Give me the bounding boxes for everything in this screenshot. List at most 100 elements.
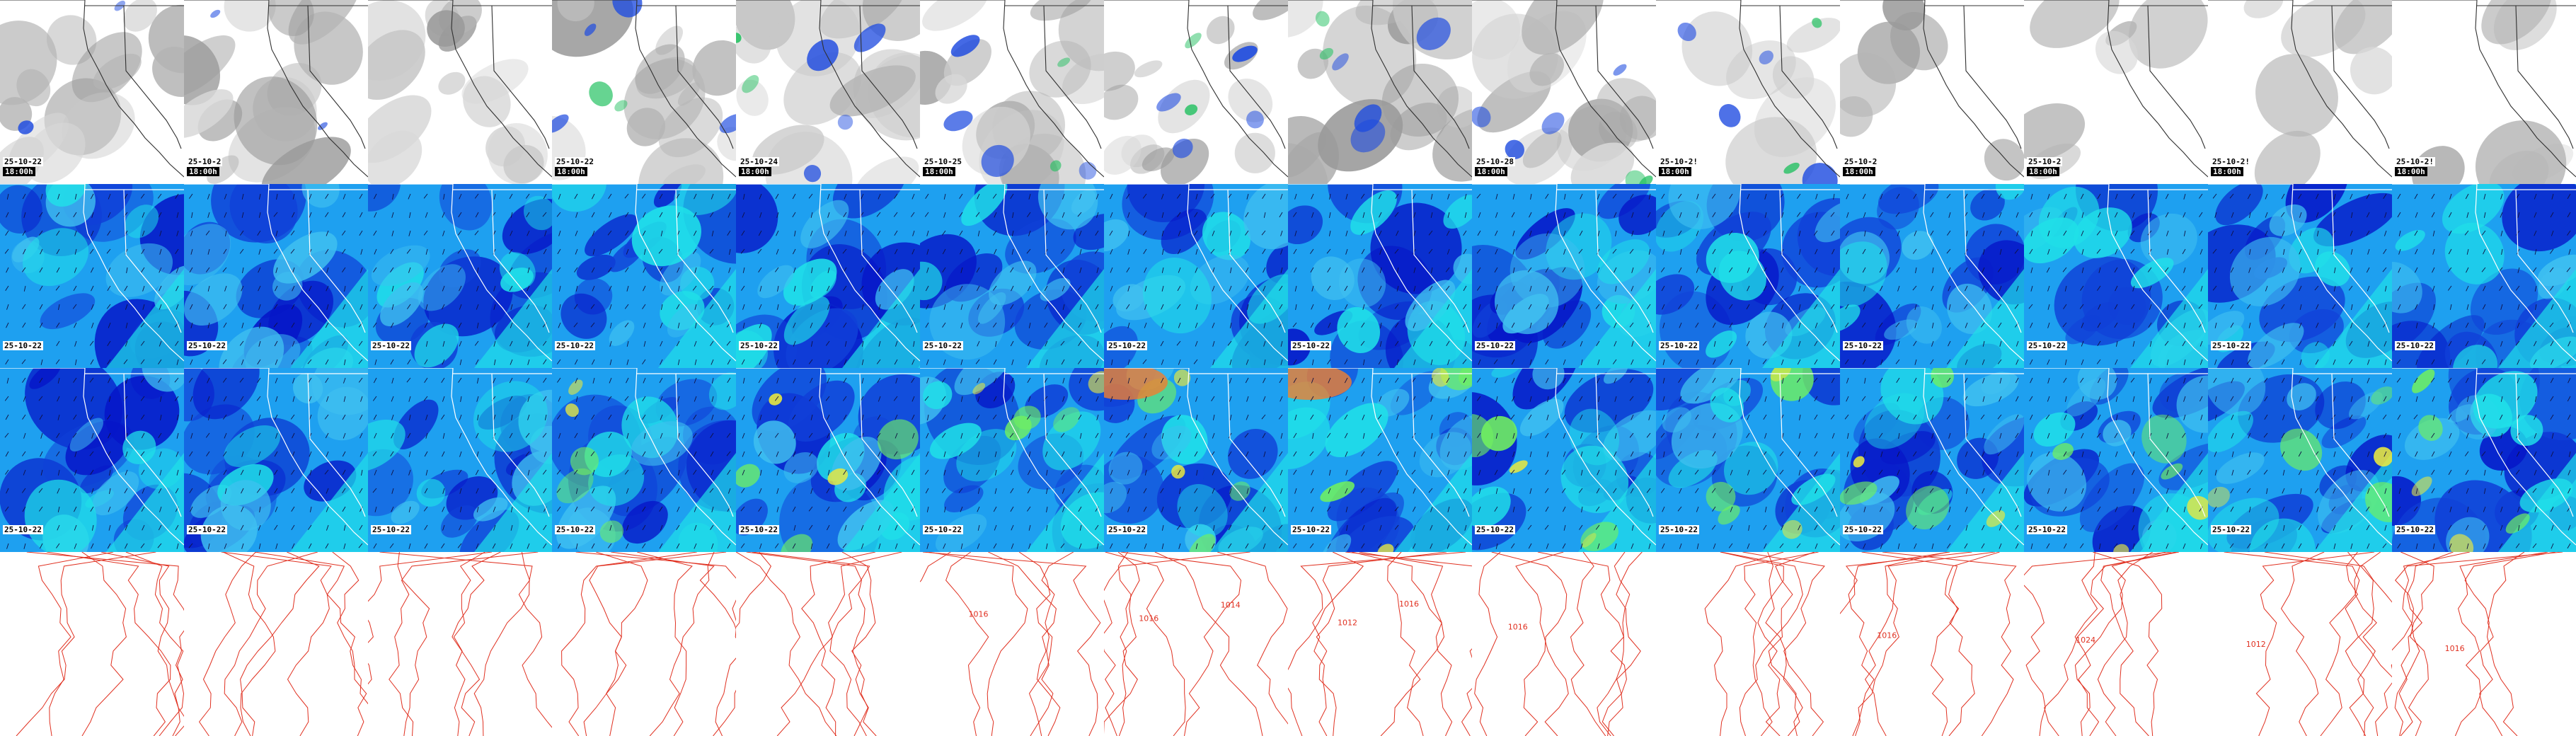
timestamp-label: 25-10-22 bbox=[1291, 341, 1331, 350]
timestamp-label: 25-10-22 bbox=[2211, 341, 2251, 350]
map-tile bbox=[1104, 0, 1288, 184]
map-tile: 25-10-22 bbox=[1840, 184, 2024, 368]
timestamp-date: 25-10-22 bbox=[2027, 341, 2067, 350]
map-canvas bbox=[1288, 184, 1472, 368]
timestamp-date: 25-10-22 bbox=[187, 341, 227, 350]
map-tile: 25-10-22 bbox=[1288, 184, 1472, 368]
map-tile: 25-10-2 18:00h bbox=[2024, 0, 2208, 184]
map-canvas: 1016 bbox=[2392, 552, 2576, 736]
timestamp-date: 25-10-24 bbox=[739, 157, 779, 166]
map-canvas bbox=[1104, 0, 1288, 184]
isobar-row: 1016 1016 1014 1012 1016 1016 1016 1024 1012 1016 bbox=[0, 552, 2576, 736]
map-tile: 25-10-22 bbox=[2392, 184, 2576, 368]
timestamp-label: 25-10-22 bbox=[1659, 525, 1699, 534]
map-canvas bbox=[184, 184, 368, 368]
timestamp-date: 25-10-22 bbox=[555, 525, 595, 534]
map-tile: 25-10-22 bbox=[1104, 368, 1288, 552]
timestamp-time: 18:00h bbox=[923, 167, 955, 176]
timestamp-date: 25-10-2! bbox=[2211, 157, 2251, 166]
map-canvas bbox=[2208, 0, 2392, 184]
map-tile: 25-10-22 bbox=[736, 184, 920, 368]
map-tile bbox=[368, 552, 552, 736]
map-tile: 1016 bbox=[1840, 552, 2024, 736]
timestamp-date: 25-10-22 bbox=[2211, 341, 2251, 350]
timestamp-label: 25-10-28 18:00h bbox=[1475, 157, 1515, 176]
map-canvas bbox=[184, 0, 368, 184]
isobar-label: 1012 bbox=[2246, 640, 2266, 649]
timestamp-label: 25-10-22 bbox=[923, 525, 963, 534]
map-canvas bbox=[1288, 0, 1472, 184]
map-canvas bbox=[1104, 184, 1288, 368]
map-canvas bbox=[184, 552, 368, 736]
timestamp-date: 25-10-22 bbox=[1659, 525, 1699, 534]
map-canvas bbox=[552, 0, 736, 184]
timestamp-label: 25-10-22 bbox=[1107, 525, 1147, 534]
timestamp-time: 18:00h bbox=[739, 167, 771, 176]
isobar-label: 1016 bbox=[969, 609, 989, 619]
map-canvas bbox=[1656, 184, 1840, 368]
timestamp-date: 25-10-22 bbox=[2395, 341, 2435, 350]
map-tile: 25-10-22 18:00h bbox=[0, 0, 184, 184]
map-canvas bbox=[0, 184, 184, 368]
timestamp-date: 25-10-2! bbox=[2395, 157, 2435, 166]
timestamp-label: 25-10-22 bbox=[2211, 525, 2251, 534]
map-tile: 25-10-24 18:00h bbox=[736, 0, 920, 184]
timestamp-date: 25-10-22 bbox=[1843, 525, 1883, 534]
map-canvas bbox=[1656, 552, 1840, 736]
timestamp-time: 18:00h bbox=[1843, 167, 1875, 176]
timestamp-label: 25-10-22 bbox=[187, 525, 227, 534]
isobar-label: 1012 bbox=[1338, 619, 1357, 628]
map-tile: 25-10-22 bbox=[2024, 184, 2208, 368]
timestamp-time: 18:00h bbox=[3, 167, 35, 176]
timestamp-label: 25-10-22 bbox=[555, 341, 595, 350]
timestamp-label: 25-10-22 bbox=[1843, 341, 1883, 350]
timestamp-label: 25-10-22 bbox=[1475, 525, 1515, 534]
map-tile: 25-10-22 bbox=[736, 368, 920, 552]
timestamp-date: 25-10-2 bbox=[2027, 157, 2063, 166]
timestamp-label: 25-10-22 bbox=[923, 341, 963, 350]
map-canvas bbox=[1104, 368, 1288, 552]
map-tile: 25-10-22 bbox=[1104, 184, 1288, 368]
map-tile: 25-10-22 bbox=[1656, 368, 1840, 552]
timestamp-label: 25-10-22 bbox=[2027, 341, 2067, 350]
map-tile: 25-10-22 bbox=[920, 368, 1104, 552]
map-tile: 1012 bbox=[2208, 552, 2392, 736]
timestamp-label: 25-10-22 bbox=[1107, 341, 1147, 350]
map-tile bbox=[0, 552, 184, 736]
timestamp-label: 25-10-22 bbox=[1475, 341, 1515, 350]
timestamp-label: 25-10-22 bbox=[2027, 525, 2067, 534]
map-tile: 25-10-2! 18:00h bbox=[2392, 0, 2576, 184]
map-tile: 25-10-22 bbox=[552, 184, 736, 368]
map-canvas bbox=[1840, 368, 2024, 552]
map-canvas bbox=[368, 368, 552, 552]
map-tile: 25-10-28 18:00h bbox=[1472, 0, 1656, 184]
map-canvas bbox=[552, 184, 736, 368]
map-canvas bbox=[736, 552, 920, 736]
timestamp-time: 18:00h bbox=[2211, 167, 2243, 176]
timestamp-label: 25-10-2! 18:00h bbox=[2211, 157, 2251, 176]
map-canvas bbox=[2392, 184, 2576, 368]
map-tile: 25-10-2! 18:00h bbox=[1656, 0, 1840, 184]
timestamp-date: 25-10-22 bbox=[1659, 341, 1699, 350]
timestamp-date: 25-10-22 bbox=[3, 157, 43, 166]
map-canvas bbox=[0, 552, 184, 736]
timestamp-date: 25-10-22 bbox=[923, 525, 963, 534]
map-tile bbox=[552, 552, 736, 736]
isobar-label: 1016 bbox=[2445, 644, 2465, 653]
timestamp-date: 25-10-22 bbox=[1475, 341, 1515, 350]
timestamp-label: 25-10-22 bbox=[2395, 341, 2435, 350]
timestamp-date: 25-10-22 bbox=[371, 341, 411, 350]
map-canvas bbox=[2208, 184, 2392, 368]
map-tile bbox=[184, 552, 368, 736]
map-canvas bbox=[2024, 0, 2208, 184]
timestamp-label: 25-10-22 bbox=[739, 525, 779, 534]
map-tile: 25-10-22 bbox=[368, 368, 552, 552]
map-tile: 1016 1014 bbox=[1104, 552, 1288, 736]
timestamp-label: 25-10-22 bbox=[187, 341, 227, 350]
timestamp-date: 25-10-22 bbox=[923, 341, 963, 350]
timestamp-date: 25-10-22 bbox=[1291, 341, 1331, 350]
map-tile: 25-10-22 bbox=[2208, 368, 2392, 552]
map-tile: 25-10-22 bbox=[184, 368, 368, 552]
timestamp-label: 25-10-22 bbox=[371, 341, 411, 350]
